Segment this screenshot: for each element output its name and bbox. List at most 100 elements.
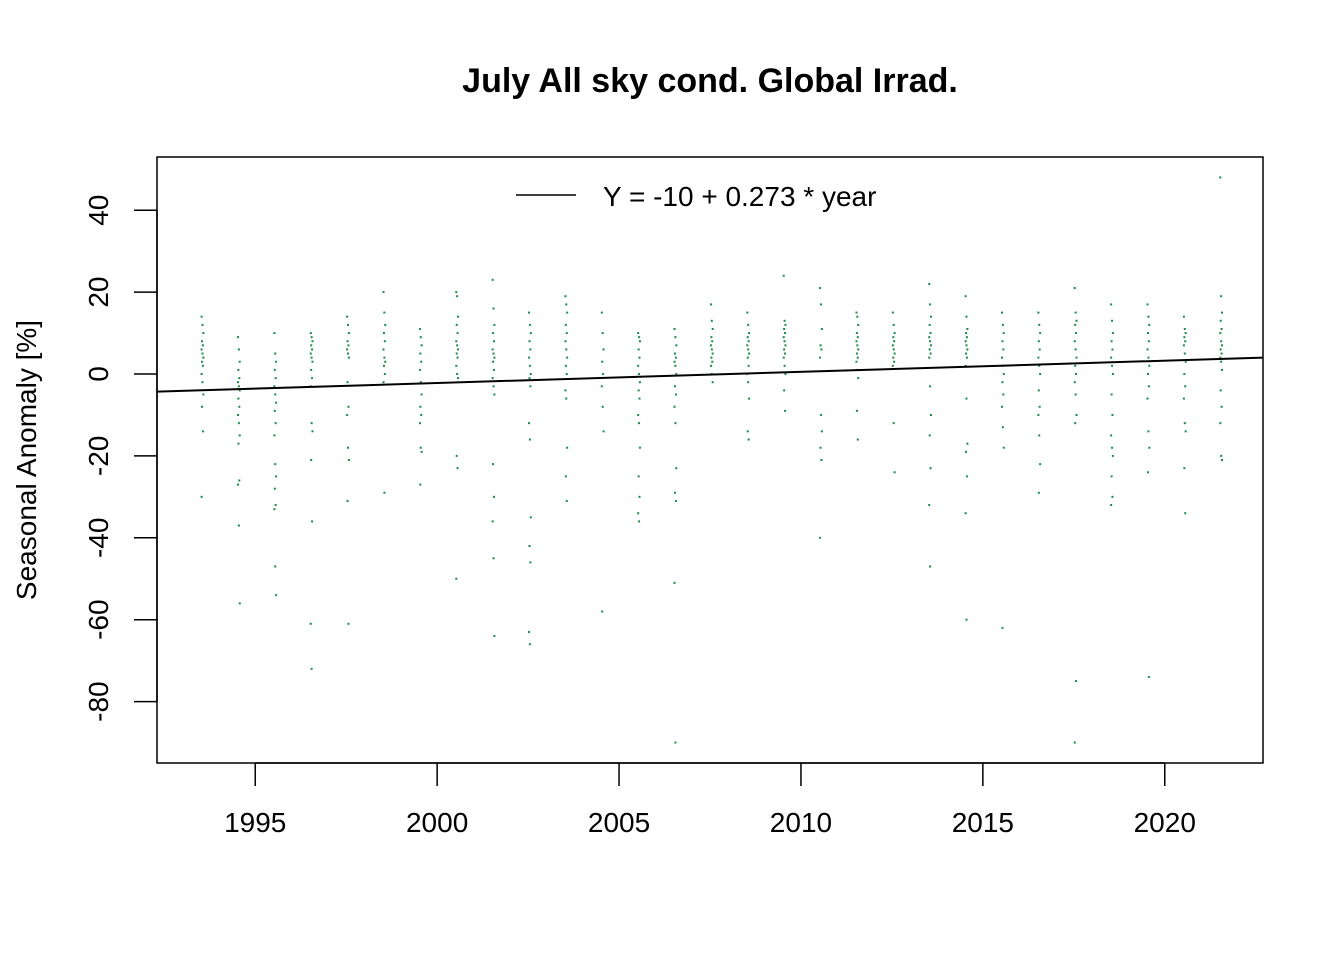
data-point xyxy=(566,446,569,449)
data-point xyxy=(1001,340,1004,343)
data-point xyxy=(274,422,277,425)
data-point xyxy=(1183,373,1186,376)
x-tick-label: 2000 xyxy=(406,807,468,838)
data-point xyxy=(1037,356,1040,359)
data-point xyxy=(820,327,823,330)
data-point xyxy=(275,475,278,478)
data-point xyxy=(929,340,932,343)
data-point xyxy=(419,336,422,339)
data-point xyxy=(202,356,205,359)
data-point xyxy=(346,340,349,343)
data-point xyxy=(492,332,495,335)
data-point xyxy=(237,368,240,371)
data-point xyxy=(1110,303,1113,306)
data-point xyxy=(820,459,823,461)
data-point xyxy=(855,332,858,335)
data-point xyxy=(528,630,531,633)
data-point xyxy=(1147,315,1150,318)
data-point xyxy=(529,516,532,519)
data-point xyxy=(674,352,676,355)
data-point xyxy=(674,364,677,367)
data-point xyxy=(419,483,422,486)
data-point xyxy=(564,475,567,478)
data-point xyxy=(675,344,678,347)
data-point xyxy=(383,356,386,359)
data-point xyxy=(382,291,385,294)
data-point xyxy=(929,467,932,470)
data-point xyxy=(382,332,385,335)
data-point xyxy=(673,581,676,584)
trend-line-layer xyxy=(156,356,1264,393)
data-point xyxy=(746,356,749,359)
data-point xyxy=(1184,360,1187,363)
data-point xyxy=(747,381,750,384)
data-point xyxy=(1146,397,1149,400)
data-point xyxy=(492,557,495,560)
data-point xyxy=(238,602,241,605)
data-point xyxy=(419,352,422,355)
data-point xyxy=(311,348,314,351)
data-point xyxy=(1002,393,1005,396)
data-point xyxy=(1037,340,1040,343)
data-point xyxy=(964,512,967,515)
data-point xyxy=(346,413,349,416)
data-point xyxy=(1184,512,1187,515)
data-point xyxy=(748,332,751,335)
data-point xyxy=(273,487,276,490)
data-point xyxy=(1038,323,1041,326)
data-point xyxy=(1219,332,1222,335)
data-point xyxy=(638,446,641,449)
data-point xyxy=(201,405,204,408)
data-point xyxy=(238,377,241,380)
data-point xyxy=(711,381,714,384)
data-point xyxy=(1111,364,1114,367)
data-point xyxy=(420,450,423,453)
data-point xyxy=(674,336,677,339)
data-point xyxy=(746,336,749,339)
data-point xyxy=(311,520,314,523)
y-tick-label: 0 xyxy=(83,366,114,382)
data-point xyxy=(457,377,460,380)
data-point xyxy=(455,364,458,367)
data-point xyxy=(238,479,241,482)
data-point xyxy=(1220,360,1223,363)
data-point xyxy=(200,495,203,498)
data-point xyxy=(893,340,896,343)
data-point xyxy=(311,340,314,343)
data-point xyxy=(1039,332,1042,335)
data-point xyxy=(492,340,495,343)
data-point xyxy=(420,344,423,347)
data-point xyxy=(1001,356,1003,359)
data-point xyxy=(1110,340,1113,343)
data-point xyxy=(529,373,532,376)
data-point xyxy=(491,377,494,380)
y-tick-label: 40 xyxy=(83,195,114,226)
data-point xyxy=(783,340,786,343)
data-point xyxy=(1183,336,1186,339)
data-point xyxy=(709,303,712,306)
data-point xyxy=(564,389,567,392)
data-point xyxy=(275,401,278,404)
data-point xyxy=(857,348,860,351)
data-point xyxy=(492,352,495,355)
data-point xyxy=(347,405,350,408)
data-point xyxy=(309,622,312,625)
data-point xyxy=(238,389,241,392)
data-point xyxy=(965,475,968,478)
data-point xyxy=(275,594,278,597)
data-point xyxy=(819,413,822,416)
data-point xyxy=(638,397,641,400)
data-point xyxy=(382,348,385,351)
data-point xyxy=(1147,340,1150,343)
data-point xyxy=(965,344,968,347)
data-point xyxy=(528,364,531,367)
y-tick-label: -40 xyxy=(83,518,114,558)
data-point xyxy=(311,430,314,433)
data-point xyxy=(892,323,895,326)
data-point xyxy=(782,274,785,277)
data-point xyxy=(1073,287,1076,290)
data-point xyxy=(347,323,349,326)
data-point xyxy=(602,373,605,376)
data-point xyxy=(856,438,859,441)
x-tick-label: 2015 xyxy=(952,807,1014,838)
